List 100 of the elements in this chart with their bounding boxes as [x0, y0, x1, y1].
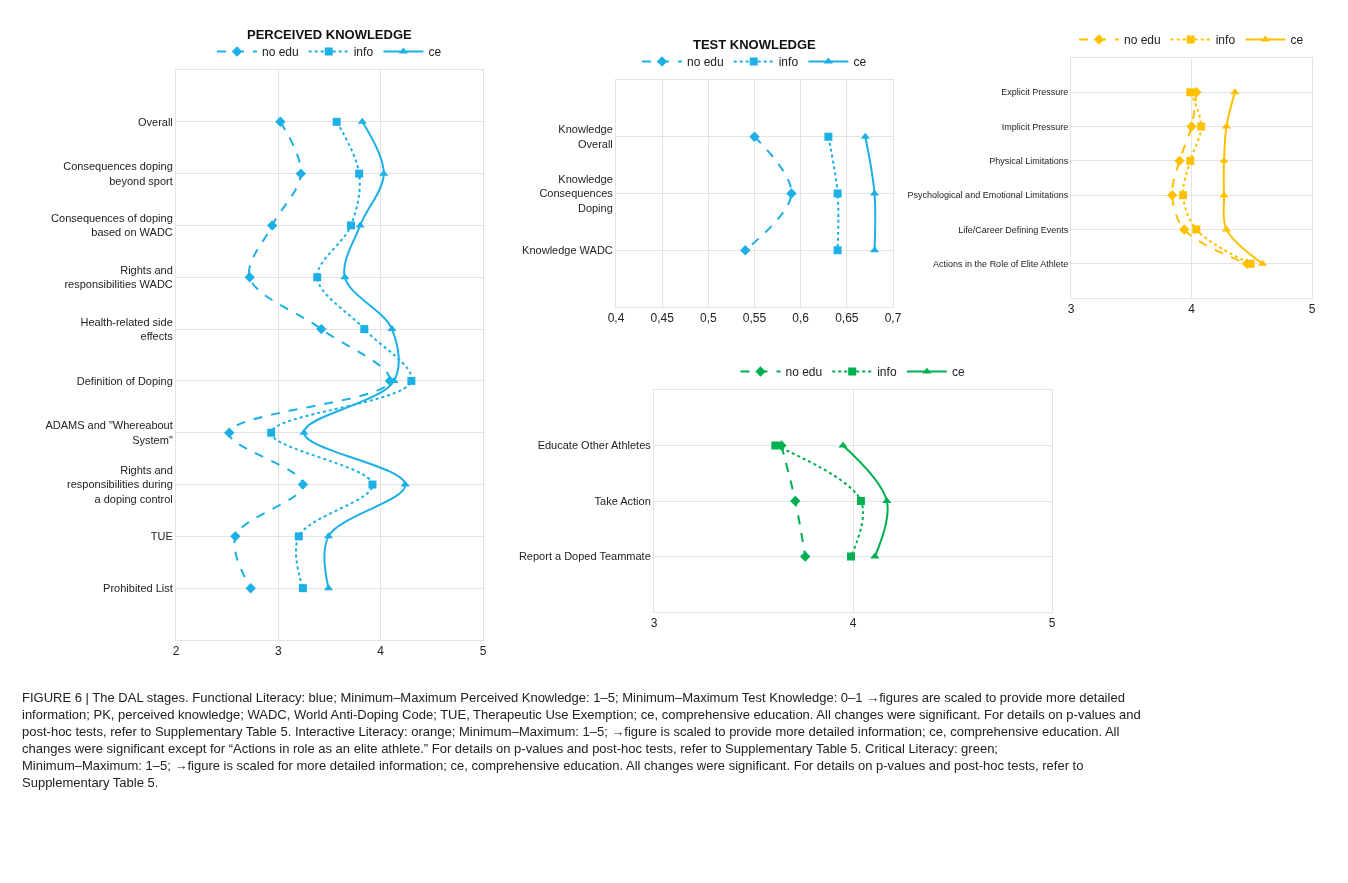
- y-tick-label: Knowledge Overall: [558, 123, 613, 150]
- legend-label: no edu: [785, 365, 823, 380]
- point: [294, 532, 303, 541]
- x-tick-label: 0,65: [835, 311, 859, 326]
- legend-label: ce: [853, 55, 867, 70]
- x-tick-label: 0,45: [650, 311, 675, 326]
- y-tick-label: Rights and responsibilities WADC: [64, 263, 173, 291]
- x-tick-label: 5: [1308, 302, 1316, 317]
- point: [360, 325, 369, 334]
- point: [856, 497, 865, 505]
- legend-label: ce: [1290, 33, 1304, 48]
- legend-label: ce: [428, 45, 442, 60]
- x-tick-label: 4: [849, 616, 857, 631]
- y-tick-label: Implicit Pressure: [1001, 121, 1069, 132]
- point: [1186, 88, 1195, 97]
- point: [313, 273, 322, 282]
- x-tick-label: 0,6: [792, 311, 810, 326]
- point: [771, 441, 780, 450]
- point: [1219, 191, 1229, 198]
- point: [298, 584, 307, 593]
- caption: FIGURE 6 | The DAL stages. Functional Literacy: blue; Minimum–Maximum Perceived Knowledge: 1–5; Minimum–Maximum Test Knowledge: 0–1 →figures are scaled to provide more detailed information; PK, perceived knowledge; WADC, World Anti-Doping Code; TUE, Therapeutic Use Exemption; ce, comprehensive education. All changes were significant. For details on p-values and post-hoc tests, refer to Supplementary Table 5. Interactive Literacy: orange; Minimum–Maximum: 1–5; →figure is scaled to provide more detailed information; ce, comprehensive education. All changes were significant except for “Actions in role as an elite athlete.” For details on p-values and post-hoc tests, refer to Supplementary Table 5. Critical Literacy: green; Minimum–Maximum: 1–5; →figure is scaled for more detailed information; ce, comprehensive education. All changes were significant. For details on p-values and post-hoc tests, refer to Supplementary Table 5.: [22, 690, 1141, 790]
- y-tick-label: Consequences doping beyond sport: [63, 160, 173, 187]
- point: [786, 188, 797, 199]
- legend-label: info: [778, 55, 799, 70]
- x-tick-label: 2: [172, 644, 180, 659]
- legend-label: ce: [951, 365, 965, 380]
- point: [1179, 191, 1188, 200]
- point: [379, 169, 389, 176]
- x-tick-label: 5: [1048, 616, 1056, 631]
- y-tick-label: Actions in the Role of Elite Athlete: [933, 258, 1069, 269]
- point: [749, 131, 760, 142]
- point: [1174, 155, 1185, 167]
- chart-title: PERCEIVED KNOWLEDGE: [247, 27, 413, 42]
- y-tick-label: Report a Doped Teammate: [518, 550, 651, 563]
- x-tick-label: 3: [1067, 302, 1075, 317]
- point: [860, 132, 870, 139]
- point: [833, 246, 842, 255]
- y-tick-label: ADAMS and "Whereabout System": [45, 419, 173, 446]
- x-tick-label: 0,7: [884, 311, 902, 326]
- legend-label: no edu: [262, 45, 299, 60]
- y-tick-label: Knowledge Consequences Doping: [539, 173, 614, 214]
- y-tick-label: Take Action: [594, 494, 651, 507]
- x-tick-label: 4: [1188, 302, 1196, 317]
- y-tick-label: Overall: [137, 115, 173, 128]
- y-tick-label: Rights and responsibilities during a doping control: [67, 464, 173, 505]
- point: [267, 428, 276, 437]
- point: [400, 480, 410, 487]
- y-tick-label: Life/Career Defining Events: [958, 224, 1069, 235]
- point: [1186, 156, 1195, 165]
- y-tick-label: Prohibited List: [103, 582, 173, 595]
- point: [870, 552, 880, 559]
- point: [790, 495, 801, 507]
- point: [368, 480, 377, 489]
- x-tick-label: 0,5: [699, 311, 717, 326]
- legend-label: info: [1215, 33, 1236, 48]
- point: [1186, 121, 1197, 132]
- point: [833, 189, 842, 198]
- y-tick-label: Explicit Pressure: [1001, 87, 1069, 98]
- x-tick-label: 0,55: [742, 311, 767, 326]
- point: [297, 479, 309, 490]
- point: [244, 272, 255, 283]
- chart-title: TEST KNOWLEDGE: [693, 37, 817, 52]
- point: [332, 117, 341, 126]
- y-tick-label: Health-related side effects: [80, 315, 174, 343]
- point: [407, 376, 416, 385]
- point: [1219, 156, 1229, 163]
- point: [824, 132, 833, 141]
- y-tick-label: Definition of Doping: [76, 374, 173, 387]
- point: [299, 428, 309, 435]
- point: [847, 552, 856, 561]
- x-tick-label: 0,4: [607, 311, 625, 326]
- point: [1179, 224, 1190, 235]
- point: [1246, 259, 1255, 268]
- point: [740, 245, 751, 256]
- point: [355, 169, 364, 178]
- legend-label: no edu: [1124, 33, 1161, 48]
- point: [346, 221, 355, 230]
- y-tick-label: Educate Other Athletes: [537, 439, 652, 452]
- y-tick-label: TUE: [150, 530, 173, 543]
- legend-label: no edu: [687, 55, 724, 70]
- y-tick-label: Consequences of doping based on WADC: [51, 212, 173, 239]
- point: [230, 531, 241, 542]
- y-tick-label: Knowledge WADC: [522, 244, 613, 257]
- legend-label: info: [353, 45, 374, 60]
- x-tick-label: 3: [650, 616, 658, 631]
- point: [1192, 225, 1201, 234]
- point: [224, 427, 235, 438]
- point: [1197, 122, 1206, 131]
- point: [245, 582, 256, 594]
- y-tick-label: Physical Limitations: [989, 156, 1069, 167]
- point: [275, 116, 286, 128]
- x-tick-label: 3: [274, 644, 282, 659]
- point: [357, 117, 367, 124]
- point: [800, 551, 811, 562]
- point: [295, 168, 307, 179]
- point: [316, 323, 327, 335]
- point: [838, 441, 848, 448]
- x-tick-label: 5: [479, 644, 487, 659]
- legend-label: info: [877, 365, 897, 380]
- y-tick-label: Psychological and Emotional Limitations: [907, 190, 1069, 201]
